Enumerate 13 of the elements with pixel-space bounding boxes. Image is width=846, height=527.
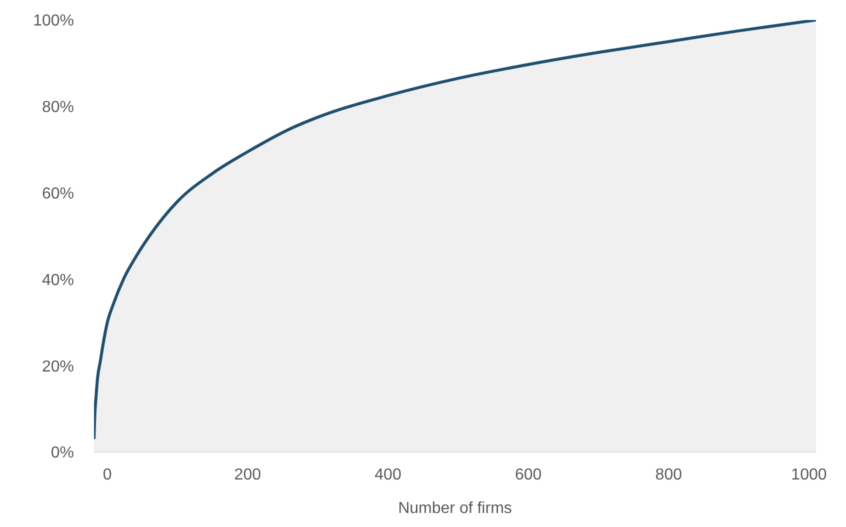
y-tick-label: 20% bbox=[42, 358, 74, 376]
y-tick-label: 60% bbox=[42, 185, 74, 202]
x-axis-title: Number of firms bbox=[398, 500, 512, 517]
x-tick-label: 200 bbox=[234, 466, 262, 484]
y-tick-label: 80% bbox=[42, 99, 74, 116]
x-tick-label: 800 bbox=[655, 466, 682, 484]
x-tick-label: 1000 bbox=[791, 466, 827, 484]
y-tick-label: 0% bbox=[50, 444, 74, 462]
x-tick-label: 400 bbox=[374, 466, 402, 484]
y-tick-label: 40% bbox=[42, 272, 74, 289]
x-tick-label: 600 bbox=[514, 466, 542, 484]
x-tick-label: 0 bbox=[102, 466, 112, 484]
y-tick-label: 100% bbox=[33, 12, 74, 30]
